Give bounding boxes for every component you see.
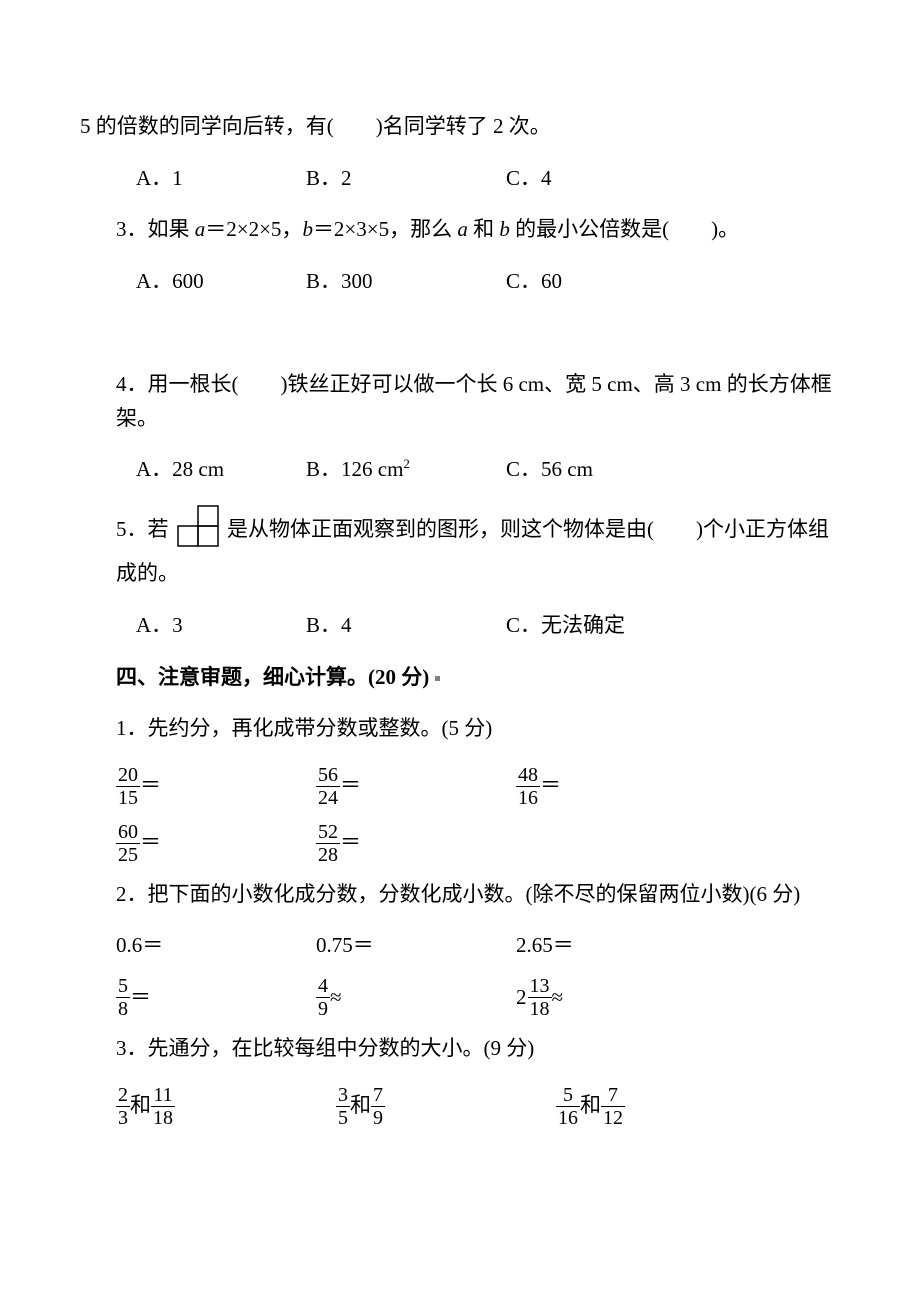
q3-t4: 和 [468,217,500,241]
q3-choice-a: A．600 [136,265,306,299]
q2-choices: A．1 B．2 C．4 [80,162,840,196]
q3: 3．如果 a＝2×2×5，b＝2×3×5，那么 a 和 b 的最小公倍数是( )… [80,213,840,247]
p3-title: 3．先通分，在比较每组中分数的大小。(9 分) [80,1032,840,1066]
q4-choice-c: C．56 cm [506,453,706,487]
q3-t3: ＝2×3×5，那么 [313,217,457,241]
q4-wrap: 4．用一根长( )铁丝正好可以做一个长 6 cm、宽 5 cm、高 3 cm 的… [80,368,840,435]
p3-pair-0: 23和1118 [116,1084,336,1129]
p1-frac-1: 5624＝ [316,764,516,809]
sup-2: 2 [403,456,410,471]
p2-row2: 58＝ 49≈ 21318≈ [116,975,840,1020]
q5-choice-a: A．3 [136,609,306,643]
q3-t1: 3．如果 [116,217,195,241]
p2-dec-0: 0.6＝ [116,929,316,963]
q5-choice-c: C．无法确定 [506,609,706,643]
q3-t2: ＝2×2×5， [205,217,302,241]
p2-frac-1: 49≈ [316,975,516,1020]
p1-frac-3: 6025＝ [116,821,316,866]
p3-pair-1: 35和79 [336,1084,556,1129]
q3-choice-c: C．60 [506,265,706,299]
q5-post: 是从物体正面观察到的图形，则这个物体是由( )个小正方体组成的。 [116,517,829,585]
section-4-title: 四、注意审题，细心计算。(20 分) [80,661,840,695]
p1-frac-4: 5228＝ [316,821,516,866]
q3-a: a [195,217,206,241]
q4-choices: A．28 cm B．126 cm2 C．56 cm [80,453,840,487]
p1-row2: 6025＝ 5228＝ [116,821,840,866]
p3-row: 23和1118 35和79 516和712 [116,1084,840,1129]
q3-choice-b: B．300 [306,265,506,299]
q5-pre: 5．若 [116,517,169,541]
p3-pair-2: 516和712 [556,1084,776,1129]
q3-t5: 的最小公倍数是( )。 [510,217,739,241]
q2-choice-c: C．4 [506,162,706,196]
q4-text: 4．用一根长( )铁丝正好可以做一个长 6 cm、宽 5 cm、高 3 cm 的… [116,372,832,430]
q4-choice-a: A．28 cm [136,453,306,487]
p2-frac-0: 58＝ [116,975,316,1020]
p1-frac-2: 4816＝ [516,764,716,809]
q3-choices: A．600 B．300 C．60 [80,265,840,299]
p2-dec-1: 0.75＝ [316,929,516,963]
q4-choice-b: B．126 cm2 [306,453,506,487]
l-shape-icon [176,505,220,558]
q2-choice-a: A．1 [136,162,306,196]
p2-row1: 0.6＝ 0.75＝ 2.65＝ [116,929,840,963]
p2-frac-2: 21318≈ [516,975,716,1020]
q2-continuation: 5 的倍数的同学向后转，有( )名同学转了 2 次。 [80,110,840,144]
q3-b2: b [499,217,510,241]
dot-icon [435,676,440,681]
q2-text: 5 的倍数的同学向后转，有( )名同学转了 2 次。 [80,114,551,138]
p1-row1: 2015＝ 5624＝ 4816＝ [116,764,840,809]
q4 [116,316,840,350]
q3-b: b [302,217,313,241]
q3-a2: a [457,217,468,241]
q5: 5．若 是从物体正面观察到的图形，则这个物体是由( )个小正方体组成的。 [80,505,840,591]
q5-choice-b: B．4 [306,609,506,643]
p1-title: 1．先约分，再化成带分数或整数。(5 分) [80,712,840,746]
q2-choice-b: B．2 [306,162,506,196]
q5-choices: A．3 B．4 C．无法确定 [80,609,840,643]
p2-title: 2．把下面的小数化成分数，分数化成小数。(除不尽的保留两位小数)(6 分) [80,878,840,912]
p2-dec-2: 2.65＝ [516,929,716,963]
p1-frac-0: 2015＝ [116,764,316,809]
